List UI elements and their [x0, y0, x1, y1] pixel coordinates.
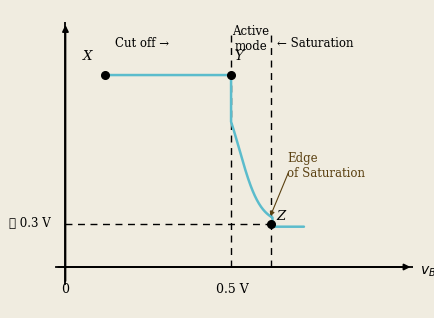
Text: Z: Z [276, 210, 286, 223]
Text: Active
mode: Active mode [232, 25, 269, 53]
Text: X: X [82, 50, 92, 63]
Text: Y: Y [234, 50, 243, 63]
Text: ← Saturation: ← Saturation [277, 37, 353, 50]
Text: $v_{BE}$: $v_{BE}$ [419, 265, 434, 279]
Text: 0.5 V: 0.5 V [216, 283, 249, 296]
Text: Cut off →: Cut off → [114, 37, 168, 50]
Text: 0: 0 [61, 283, 69, 296]
Text: ≅ 0.3 V: ≅ 0.3 V [9, 217, 50, 230]
Text: Edge
of Saturation: Edge of Saturation [287, 152, 365, 180]
